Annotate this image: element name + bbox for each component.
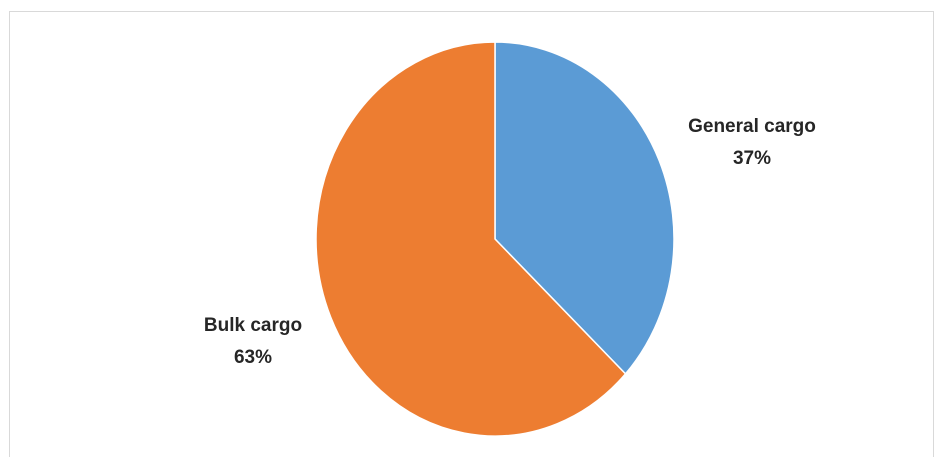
pie-slice-general-cargo [494, 41, 675, 375]
slice-name-label: Bulk cargo [204, 315, 302, 336]
slice-name-label: General cargo [688, 116, 816, 137]
slice-percent-label: 63% [234, 347, 272, 368]
label-bulk-cargo: Bulk cargo 63% [204, 315, 302, 368]
pie-slices [315, 41, 675, 437]
label-general-cargo: General cargo 37% [688, 116, 816, 169]
slice-percent-label: 37% [733, 148, 771, 169]
pie-slice-bulk-cargo [315, 41, 627, 437]
